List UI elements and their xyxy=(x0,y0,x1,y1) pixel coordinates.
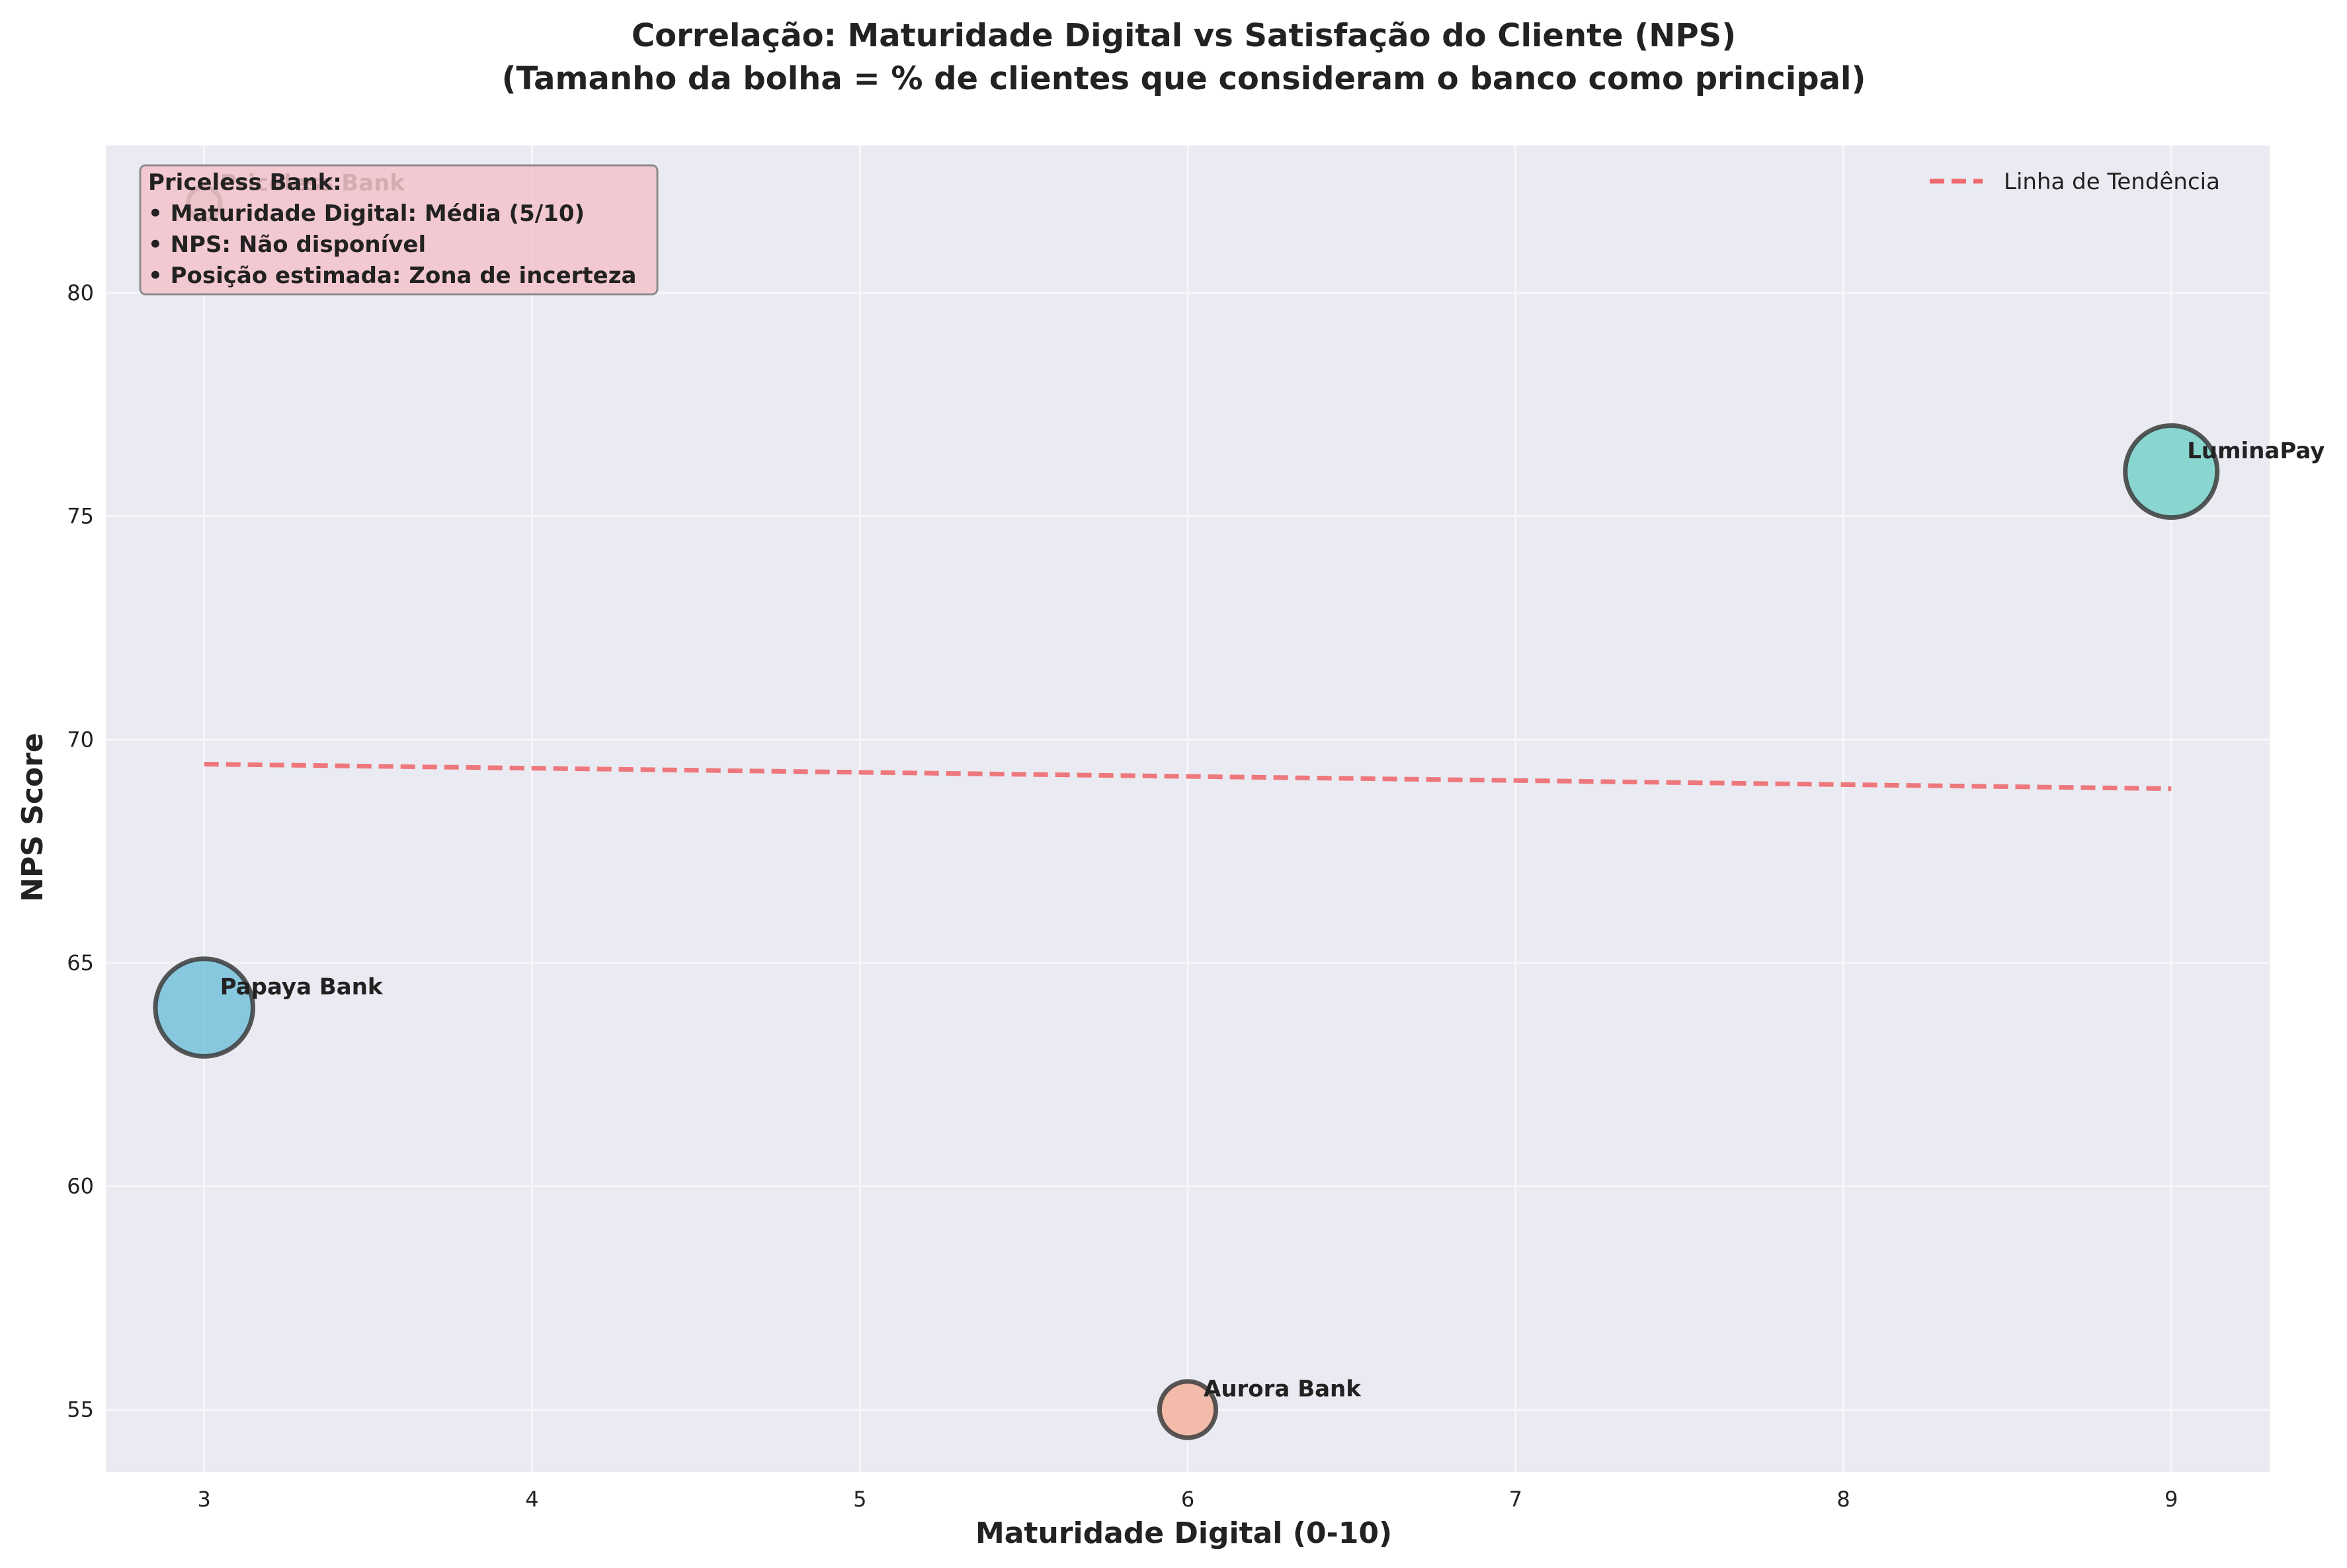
x-tick-label: 6 xyxy=(1181,1487,1194,1512)
y-tick-label: 75 xyxy=(67,504,94,529)
bubble xyxy=(2123,423,2220,520)
y-axis-label: NPS Score xyxy=(16,733,50,902)
x-tick-label: 8 xyxy=(1836,1487,1850,1512)
trendline-layer xyxy=(204,761,2172,792)
x-tick-label: 4 xyxy=(525,1487,538,1512)
y-tick-label: 65 xyxy=(67,950,94,975)
chart-subtitle: (Tamanho da bolha = % de clientes que co… xyxy=(502,60,1866,97)
y-tick-label: 55 xyxy=(67,1397,94,1422)
x-axis-label: Maturidade Digital (0-10) xyxy=(975,1516,1392,1550)
annotation-box: Priceless Bank: • Maturidade Digital: Mé… xyxy=(139,164,659,296)
point-label: Papaya Bank xyxy=(220,974,384,1001)
point-label: Aurora Bank xyxy=(1204,1376,1362,1402)
bubble xyxy=(153,956,256,1059)
x-tick-label: 7 xyxy=(1509,1487,1522,1512)
grid-lines xyxy=(106,145,2270,1472)
x-tick-label: 5 xyxy=(853,1487,866,1512)
legend: Linha de Tendência xyxy=(1930,169,2220,195)
y-tick-label: 80 xyxy=(67,280,94,306)
tick-labels: 3 4 5 6 7 8 9 55 60 65 70 75 80 xyxy=(67,280,2178,1512)
legend-label-trendline: Linha de Tendência xyxy=(2004,169,2220,195)
trendline xyxy=(204,761,2172,792)
annotation-line-1: Priceless Bank: xyxy=(148,169,342,196)
point-label: LuminaPay xyxy=(2187,438,2325,464)
annotation-background xyxy=(139,164,659,296)
annotation-line-2: • Maturidade Digital: Média (5/10) xyxy=(148,200,585,227)
annotation-line-3: • NPS: Não disponível xyxy=(148,231,426,258)
chart-title: Correlação: Maturidade Digital vs Satisf… xyxy=(632,17,1736,54)
y-tick-label: 60 xyxy=(67,1174,94,1199)
x-tick-label: 3 xyxy=(198,1487,211,1512)
annotation-line-4: • Posição estimada: Zona de incerteza xyxy=(148,263,636,289)
bubble xyxy=(1157,1379,1219,1440)
y-tick-label: 70 xyxy=(67,727,94,752)
x-tick-label: 9 xyxy=(2164,1487,2178,1512)
